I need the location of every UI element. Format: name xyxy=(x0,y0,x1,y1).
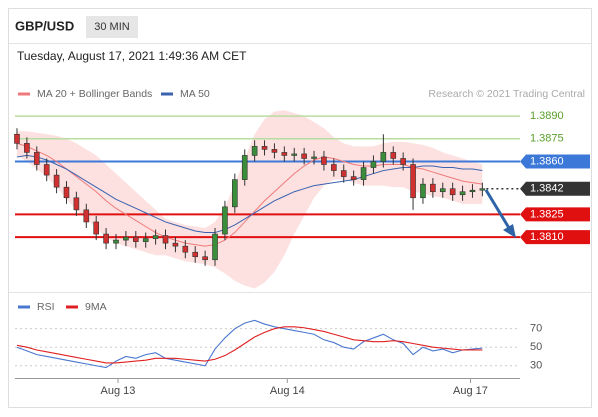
level-label: 1.3810 xyxy=(530,231,564,243)
candle-body xyxy=(172,242,179,247)
level-label: 1.3842 xyxy=(530,183,564,195)
candle-body xyxy=(53,174,60,188)
candle-body xyxy=(469,189,476,193)
indicator-line xyxy=(16,319,483,369)
level-label-box xyxy=(520,154,590,169)
timeframe: 30 MIN xyxy=(94,21,130,33)
y-tick-label: 50 xyxy=(530,341,542,353)
source: Research © 2021 Trading Central xyxy=(428,88,585,100)
candle-body xyxy=(291,153,298,156)
y-tick-label: 30 xyxy=(530,360,542,372)
candle-body xyxy=(83,209,90,223)
x-tick-label: Aug 13 xyxy=(101,385,136,397)
candle-body xyxy=(261,146,268,150)
candle-body xyxy=(251,146,258,156)
level-label: 1.3890 xyxy=(530,110,564,122)
candle-body xyxy=(142,238,149,242)
candle-body xyxy=(241,155,248,180)
candle-body xyxy=(113,239,119,244)
candle-body xyxy=(152,235,159,239)
candle-body xyxy=(43,164,50,176)
candle-body xyxy=(360,167,367,180)
candle-body xyxy=(232,179,238,208)
level-label: 1.3875 xyxy=(530,133,564,145)
candle-body xyxy=(133,236,139,242)
candle-body xyxy=(459,191,466,196)
level-label: 1.3825 xyxy=(530,208,564,220)
candle-body xyxy=(340,170,347,177)
candle-body xyxy=(103,233,109,244)
x-tick-label: Aug 17 xyxy=(453,385,488,397)
candle-body xyxy=(430,183,436,193)
candle-body xyxy=(93,221,99,235)
candle-body xyxy=(222,206,228,235)
candle-body xyxy=(301,153,307,159)
level-label-box xyxy=(520,181,590,196)
legend-label: MA 20 + Bollinger Bands xyxy=(37,88,152,100)
candle-body xyxy=(410,164,416,199)
timeframe-badge xyxy=(86,16,138,38)
candle-body xyxy=(331,164,337,171)
candle-body xyxy=(73,197,80,211)
legend-label: RSI xyxy=(37,301,55,313)
candle-body xyxy=(380,152,387,162)
candle-body xyxy=(202,256,208,261)
candle-body xyxy=(479,188,486,191)
candle-body xyxy=(281,152,288,156)
projection-arrow-head xyxy=(503,224,516,238)
symbol: GBP/USD xyxy=(15,18,74,33)
level-label-box xyxy=(520,230,590,245)
candle-body xyxy=(162,235,169,244)
level-label: 1.3860 xyxy=(530,155,564,167)
candle-body xyxy=(192,251,199,258)
y-tick-label: 70 xyxy=(530,323,542,335)
projection-arrow xyxy=(484,189,511,229)
bollinger-band xyxy=(16,110,483,289)
candle-body xyxy=(321,156,327,165)
level-label-box xyxy=(520,207,590,222)
candle-body xyxy=(123,236,129,241)
candle-body xyxy=(311,156,317,159)
candle-body xyxy=(390,152,397,159)
candle-body xyxy=(271,149,278,153)
candle-body xyxy=(212,233,218,261)
candle-body xyxy=(14,133,20,144)
legend-label: 9MA xyxy=(85,301,107,313)
candle-body xyxy=(33,152,40,165)
candle-body xyxy=(182,245,189,253)
ma-line xyxy=(16,142,483,247)
candle-body xyxy=(63,186,70,199)
candle-body xyxy=(449,188,456,196)
candle-body xyxy=(439,188,446,193)
indicator-line xyxy=(16,326,483,364)
x-tick-label: Aug 14 xyxy=(270,385,305,397)
candle-body xyxy=(420,183,426,199)
candle-body xyxy=(370,161,377,168)
timestamp: Tuesday, August 17, 2021 1:49:36 AM CET xyxy=(17,49,247,63)
candle-body xyxy=(350,176,357,180)
candle-body xyxy=(24,143,30,153)
candle-body xyxy=(400,158,406,165)
legend-label: MA 50 xyxy=(180,88,210,100)
ma-line xyxy=(16,154,483,234)
